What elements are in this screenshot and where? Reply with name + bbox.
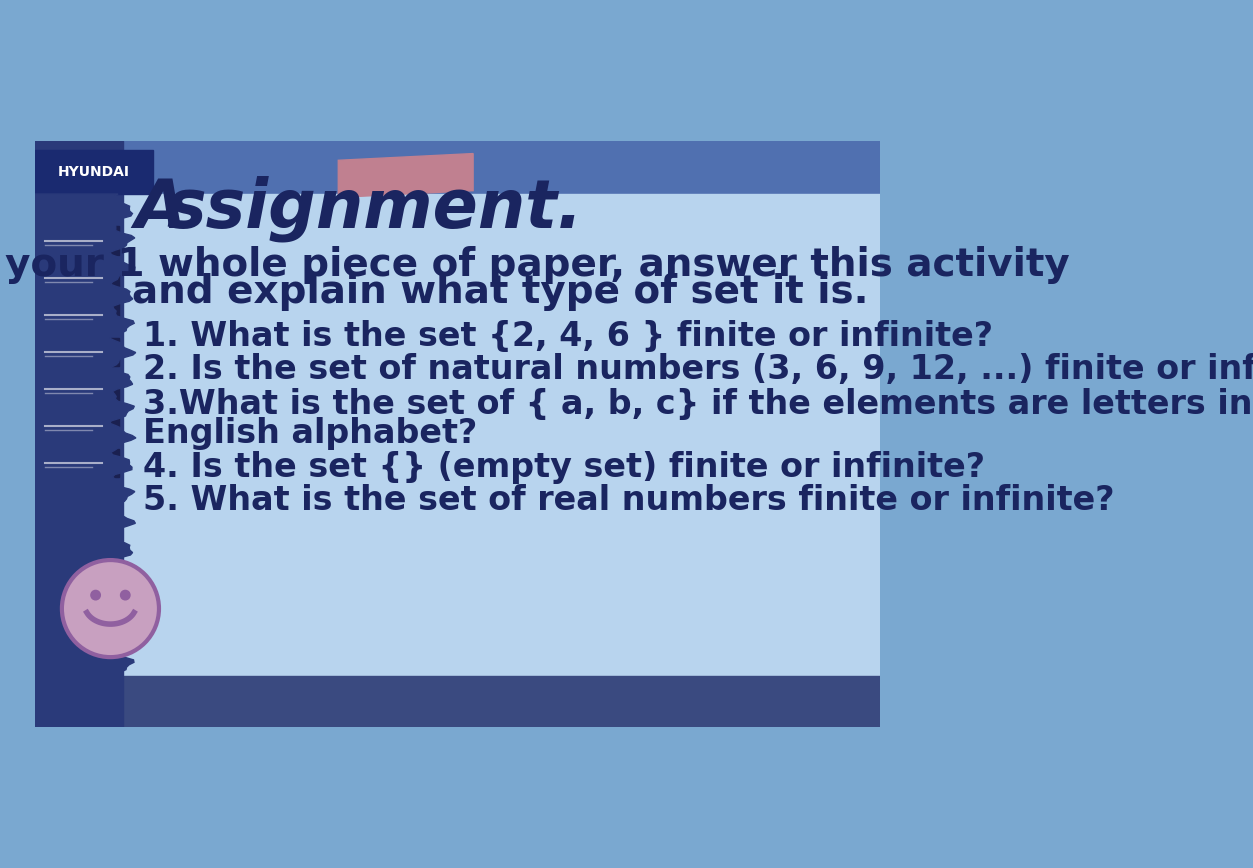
Text: On your 1 whole piece of paper, answer this activity: On your 1 whole piece of paper, answer t… bbox=[0, 246, 1070, 284]
Polygon shape bbox=[35, 194, 135, 680]
Bar bbox=[39, 411, 119, 440]
Circle shape bbox=[91, 590, 100, 600]
Text: 5. What is the set of real numbers finite or infinite?: 5. What is the set of real numbers finit… bbox=[143, 484, 1114, 517]
Bar bbox=[39, 375, 119, 403]
Bar bbox=[35, 141, 123, 727]
Bar bbox=[123, 194, 880, 680]
Polygon shape bbox=[338, 154, 474, 197]
Bar bbox=[39, 227, 119, 254]
Bar bbox=[35, 676, 880, 727]
Text: 4. Is the set {} (empty set) finite or infinite?: 4. Is the set {} (empty set) finite or i… bbox=[143, 450, 985, 483]
Text: A: A bbox=[135, 176, 187, 242]
Bar bbox=[35, 141, 880, 221]
Text: HYUNDAI: HYUNDAI bbox=[58, 166, 129, 180]
Text: 3.What is the set of { a, b, c} if the elements are letters in the: 3.What is the set of { a, b, c} if the e… bbox=[143, 388, 1253, 421]
Text: 2. Is the set of natural numbers (3, 6, 9, 12, ...) finite or infinite?: 2. Is the set of natural numbers (3, 6, … bbox=[143, 352, 1253, 385]
Bar bbox=[39, 300, 119, 329]
Bar bbox=[35, 150, 153, 194]
Circle shape bbox=[120, 590, 130, 600]
Bar bbox=[39, 264, 119, 292]
Circle shape bbox=[61, 560, 159, 657]
Text: 1. What is the set {2, 4, 6 } finite or infinite?: 1. What is the set {2, 4, 6 } finite or … bbox=[143, 320, 992, 353]
Text: English alphabet?: English alphabet? bbox=[143, 417, 477, 450]
Bar bbox=[39, 338, 119, 366]
Text: ssignment.: ssignment. bbox=[167, 175, 583, 242]
Text: and explain what type of set it is.: and explain what type of set it is. bbox=[132, 273, 868, 311]
Bar bbox=[39, 449, 119, 477]
